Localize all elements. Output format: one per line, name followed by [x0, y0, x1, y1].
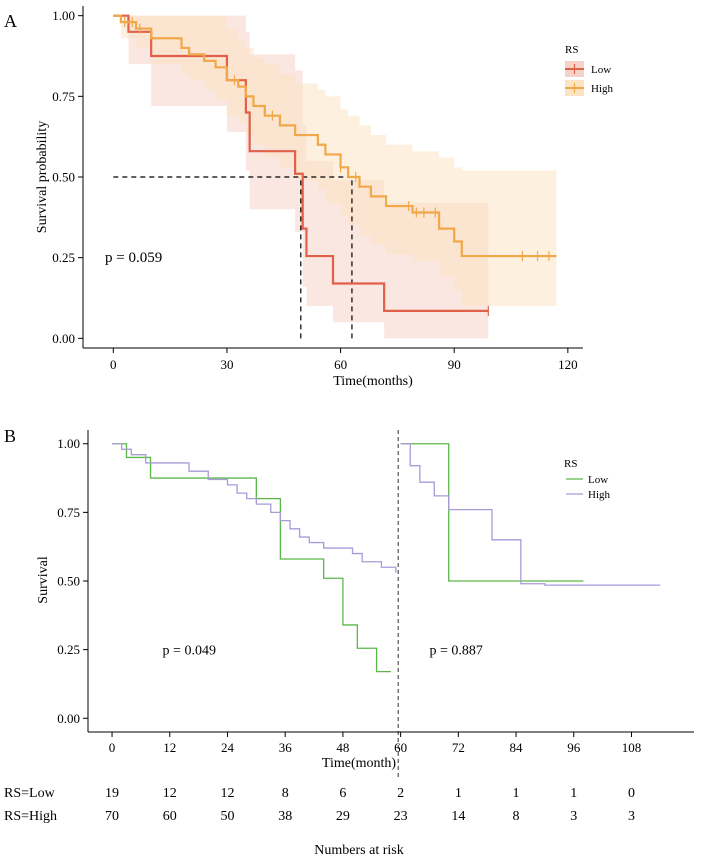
risk-value: 8 — [513, 809, 520, 824]
y-tick-label-a: 0.00 — [52, 331, 75, 346]
risk-value: 70 — [105, 809, 119, 824]
risk-value: 29 — [336, 809, 350, 824]
x-tick-label-a: 120 — [558, 357, 578, 372]
y-tick-label-b: 0.75 — [57, 505, 80, 520]
x-tick-label-a: 90 — [448, 357, 461, 372]
legend-a-low-label: Low — [591, 64, 611, 76]
x-tick-label-b: 84 — [510, 740, 524, 755]
x-tick-label-b: 24 — [221, 740, 235, 755]
panel-b-legend-title: RS — [564, 458, 577, 470]
y-tick-label-b: 1.00 — [57, 436, 80, 451]
survival-curve-b-high-seg2 — [400, 443, 661, 586]
risk-value: 3 — [570, 809, 577, 824]
panel-b-legend: RS Low High — [564, 458, 611, 501]
risk-value: 60 — [163, 809, 177, 824]
panel-a-label: A — [4, 11, 17, 31]
panel-a-legend: RS Low High — [565, 44, 614, 96]
x-tick-label-b: 60 — [394, 740, 407, 755]
risk-row-label-high: RS=High — [4, 809, 57, 824]
panel-a-y-label: Survival probability — [35, 121, 50, 233]
x-tick-label-b: 12 — [163, 740, 176, 755]
ci-band-high — [113, 15, 557, 307]
panel-b-y-label: Survival — [36, 556, 51, 604]
risk-value: 38 — [278, 809, 292, 824]
panel-a-pvalue: p = 0.059 — [105, 250, 162, 266]
legend-a-high-label: High — [591, 83, 614, 95]
x-tick-label-a: 30 — [220, 357, 233, 372]
panel-b-ticks: 0 12 24 36 48 60 72 84 96 108 0.00 0.25 0.50 0.75 1.00 — [57, 436, 641, 755]
y-tick-label-a: 0.25 — [52, 250, 75, 265]
x-tick-label-b: 0 — [109, 740, 116, 755]
x-tick-label-a: 0 — [110, 357, 117, 372]
panel-b: B 0 12 24 36 48 60 72 84 96 108 0.00 0.25 0.50 0.75 1.… — [4, 426, 694, 780]
risk-value: 6 — [339, 786, 346, 801]
panel-a-survival-curves — [113, 14, 557, 316]
risk-value: 50 — [220, 809, 234, 824]
x-tick-label-b: 36 — [279, 740, 293, 755]
legend-b-high-label: High — [588, 489, 611, 501]
risk-table: RS=Low RS=High 19 12 12 8 6 2 1 1 1 070 60 50 38 29 23… — [4, 786, 635, 858]
risk-values: 19 12 12 8 6 2 1 1 1 0 70 60 50 38 29 23 14 8 3 3 — [105, 786, 635, 824]
panel-a-median-lines — [113, 176, 353, 339]
risk-value: 12 — [220, 786, 234, 801]
x-tick-label-b: 48 — [336, 740, 349, 755]
risk-value: 23 — [394, 809, 408, 824]
risk-value: 19 — [105, 786, 119, 801]
risk-value: 1 — [570, 786, 577, 801]
legend-b-low-label: Low — [588, 474, 608, 486]
panel-b-pvalue-right: p = 0.887 — [429, 644, 482, 659]
panel-a-legend-title: RS — [565, 44, 578, 56]
panel-a-ticks: 0 30 60 90 120 0.00 0.25 0.50 0.75 1.00 — [52, 8, 577, 372]
risk-value: 12 — [163, 786, 177, 801]
x-tick-label-b: 72 — [452, 740, 465, 755]
risk-value: 14 — [451, 809, 465, 824]
survival-curve-b-high-seg1 — [112, 443, 397, 573]
y-tick-label-a: 0.75 — [52, 89, 75, 104]
survival-curve-b-low-seg1 — [112, 443, 391, 673]
x-tick-label-b: 96 — [567, 740, 581, 755]
risk-table-title: Numbers at risk — [314, 843, 403, 858]
panel-b-label: B — [4, 426, 16, 446]
survival-curve-b-low-seg2 — [400, 443, 584, 582]
risk-row-label-low: RS=Low — [4, 786, 56, 801]
panel-b-x-label: Time(month) — [322, 756, 396, 771]
y-tick-label-b: 0.25 — [57, 642, 80, 657]
risk-value: 1 — [513, 786, 520, 801]
survival-curve-low — [113, 14, 489, 312]
x-tick-label-b: 108 — [622, 740, 642, 755]
x-tick-label-a: 60 — [334, 357, 347, 372]
panel-a: A 0 30 60 90 120 0.00 0.25 0.50 0.75 1.00 Time(mo… — [4, 6, 614, 389]
y-tick-label-b: 0.00 — [57, 711, 80, 726]
y-tick-label-b: 0.50 — [57, 574, 80, 589]
y-tick-label-a: 0.50 — [52, 170, 75, 185]
risk-value: 1 — [455, 786, 462, 801]
panel-a-x-label: Time(months) — [333, 374, 413, 389]
survival-curve-high — [113, 14, 557, 258]
panel-b-survival-curves — [112, 443, 661, 673]
risk-value: 3 — [628, 809, 635, 824]
risk-value: 2 — [397, 786, 404, 801]
risk-value: 0 — [628, 786, 635, 801]
risk-value: 8 — [282, 786, 289, 801]
y-tick-label-a: 1.00 — [52, 8, 75, 23]
panel-a-confidence-bands — [113, 15, 557, 339]
panel-b-pvalue-left: p = 0.049 — [163, 644, 216, 659]
